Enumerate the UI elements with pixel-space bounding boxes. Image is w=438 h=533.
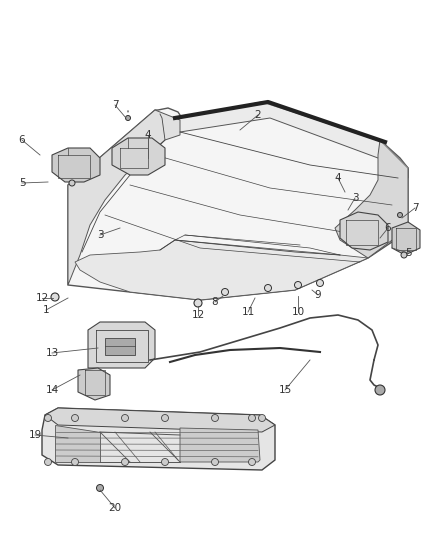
- Polygon shape: [42, 408, 275, 470]
- Circle shape: [45, 415, 52, 422]
- Polygon shape: [78, 368, 110, 400]
- Circle shape: [121, 415, 128, 422]
- Circle shape: [258, 415, 265, 422]
- Text: 8: 8: [212, 297, 218, 307]
- Circle shape: [401, 252, 407, 258]
- Circle shape: [45, 458, 52, 465]
- Circle shape: [212, 415, 219, 422]
- Text: 14: 14: [46, 385, 59, 395]
- Circle shape: [248, 458, 255, 465]
- Text: 12: 12: [191, 310, 205, 320]
- Text: 20: 20: [109, 503, 122, 513]
- Text: 5: 5: [19, 178, 25, 188]
- Polygon shape: [180, 428, 260, 462]
- Circle shape: [294, 281, 301, 288]
- Polygon shape: [75, 240, 368, 300]
- Circle shape: [126, 116, 131, 120]
- Polygon shape: [68, 110, 180, 285]
- Text: 13: 13: [46, 348, 59, 358]
- Text: 3: 3: [352, 193, 358, 203]
- Circle shape: [248, 415, 255, 422]
- Text: 7: 7: [412, 203, 418, 213]
- Text: 1: 1: [42, 305, 49, 315]
- Circle shape: [212, 458, 219, 465]
- Text: 3: 3: [97, 230, 103, 240]
- Polygon shape: [105, 338, 135, 355]
- Circle shape: [69, 180, 75, 186]
- Circle shape: [265, 285, 272, 292]
- Polygon shape: [68, 102, 408, 300]
- Circle shape: [194, 299, 202, 307]
- Polygon shape: [112, 138, 165, 175]
- Polygon shape: [88, 322, 155, 368]
- Circle shape: [71, 415, 78, 422]
- Circle shape: [96, 484, 103, 491]
- Circle shape: [162, 415, 169, 422]
- Circle shape: [51, 293, 59, 301]
- Text: 11: 11: [241, 307, 254, 317]
- Polygon shape: [52, 148, 100, 182]
- Text: 4: 4: [335, 173, 341, 183]
- Text: 6: 6: [19, 135, 25, 145]
- Polygon shape: [170, 102, 408, 178]
- Text: 9: 9: [314, 290, 321, 300]
- Polygon shape: [45, 408, 275, 432]
- Text: 15: 15: [279, 385, 292, 395]
- Circle shape: [375, 385, 385, 395]
- Text: 7: 7: [112, 100, 118, 110]
- Polygon shape: [335, 140, 408, 258]
- Circle shape: [121, 458, 128, 465]
- Text: 4: 4: [145, 130, 151, 140]
- Circle shape: [162, 458, 169, 465]
- Polygon shape: [392, 222, 420, 255]
- Circle shape: [71, 458, 78, 465]
- Text: 6: 6: [385, 223, 391, 233]
- Polygon shape: [340, 212, 388, 250]
- Polygon shape: [55, 425, 100, 462]
- Text: 10: 10: [291, 307, 304, 317]
- Circle shape: [222, 288, 229, 295]
- Text: 12: 12: [35, 293, 49, 303]
- Text: 2: 2: [254, 110, 261, 120]
- Circle shape: [317, 279, 324, 287]
- Text: 5: 5: [405, 248, 411, 258]
- Circle shape: [398, 213, 403, 217]
- Text: 19: 19: [28, 430, 42, 440]
